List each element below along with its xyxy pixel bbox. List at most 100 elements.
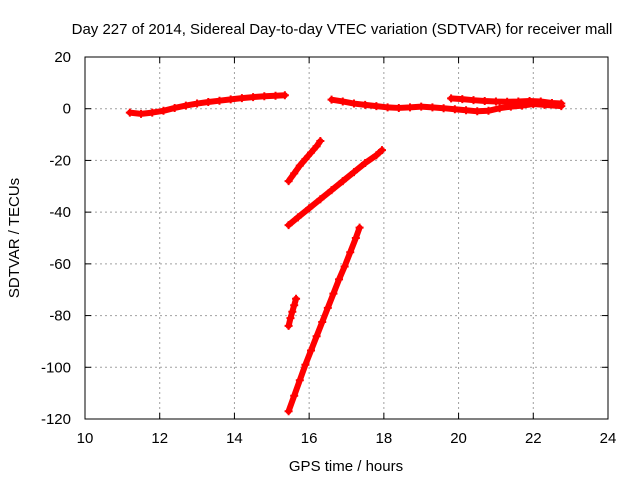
y-tick-label: -120 (41, 411, 71, 428)
data-point (361, 159, 370, 168)
data-point (439, 104, 448, 113)
y-axis-label: SDTVAR / TECUs (6, 178, 23, 298)
data-point (338, 177, 347, 186)
data-point (159, 106, 168, 115)
data-point (480, 96, 489, 105)
data-point (525, 96, 534, 105)
x-tick-label: 14 (226, 430, 243, 447)
x-tick-label: 20 (450, 430, 467, 447)
data-point (372, 102, 381, 111)
x-tick-label: 16 (301, 430, 318, 447)
data-point (377, 146, 386, 155)
data-point (290, 169, 299, 178)
data-point (406, 103, 415, 112)
data-point (148, 108, 157, 117)
data-point (193, 99, 202, 108)
x-tick-label: 18 (376, 430, 393, 447)
data-point (491, 97, 500, 106)
data-point (284, 177, 293, 186)
data-point (495, 104, 504, 113)
data-point (338, 97, 347, 106)
data-point (226, 95, 235, 104)
data-point (547, 99, 556, 108)
data-point (469, 96, 478, 105)
data-point (340, 262, 349, 271)
data-point (271, 91, 280, 100)
y-tick-label: -20 (49, 152, 71, 169)
data-point (301, 360, 310, 369)
data-point (361, 100, 370, 109)
data-point (346, 248, 355, 257)
data-point (288, 307, 297, 316)
y-axis: -120 -100 -80 -60 -40 -20 0 20 (41, 49, 608, 428)
y-tick-label: -60 (49, 256, 71, 273)
data-point (295, 376, 304, 385)
data-point (349, 99, 358, 108)
data-point (237, 94, 246, 103)
data-point (292, 294, 301, 303)
data-point (514, 97, 523, 106)
data-series-5 (285, 147, 385, 229)
data-point (450, 105, 459, 114)
data-point (447, 94, 456, 103)
data-point (170, 103, 179, 112)
data-point (290, 391, 299, 400)
y-tick-label: 0 (63, 101, 71, 118)
data-point (318, 318, 327, 327)
data-point (327, 186, 336, 195)
data-point (394, 103, 403, 112)
x-tick-label: 10 (77, 430, 94, 447)
x-tick-label: 24 (600, 430, 617, 447)
data-point (323, 303, 332, 312)
data-point (181, 101, 190, 110)
chart-title: Day 227 of 2014, Sidereal Day-to-day VTE… (72, 21, 613, 38)
data-point (284, 407, 293, 416)
data-point (557, 99, 566, 108)
data-point (280, 91, 289, 100)
y-tick-label: -80 (49, 308, 71, 325)
data-point (351, 234, 360, 242)
y-tick-label: -100 (41, 359, 71, 376)
data-point (249, 93, 258, 102)
data-point (293, 213, 302, 222)
data-point (458, 95, 467, 104)
data-point (295, 161, 304, 170)
data-point (335, 275, 344, 284)
data-point (536, 97, 545, 106)
data-point (137, 109, 146, 118)
data-point (312, 142, 321, 151)
data-point (484, 106, 493, 115)
data-point (307, 346, 316, 355)
data-point (327, 95, 336, 104)
data-point (428, 103, 437, 112)
data-point (473, 107, 482, 116)
x-tick-label: 22 (525, 430, 542, 447)
data-point (260, 92, 269, 101)
y-tick-label: 20 (54, 49, 71, 66)
data-point (301, 155, 310, 164)
data-point (372, 151, 381, 160)
data-point (316, 195, 325, 204)
y-tick-label: -40 (49, 204, 71, 221)
data-point (312, 332, 321, 341)
data-point (349, 168, 358, 177)
data-point (284, 221, 293, 230)
data-point (307, 148, 316, 157)
x-tick-label: 12 (151, 430, 168, 447)
data-point (215, 96, 224, 105)
data-point (329, 289, 338, 298)
data-point (290, 301, 299, 310)
data-point (305, 204, 314, 213)
data-point (355, 223, 364, 232)
data-points (125, 91, 566, 416)
data-point (462, 106, 471, 115)
data-point (125, 108, 134, 117)
x-axis-label: GPS time / hours (289, 458, 403, 475)
data-point (417, 102, 426, 111)
data-point (204, 97, 213, 106)
data-point (316, 137, 325, 146)
data-point (503, 97, 512, 106)
x-axis: 10 12 14 16 18 20 22 24 (77, 57, 617, 447)
data-point (383, 103, 392, 112)
